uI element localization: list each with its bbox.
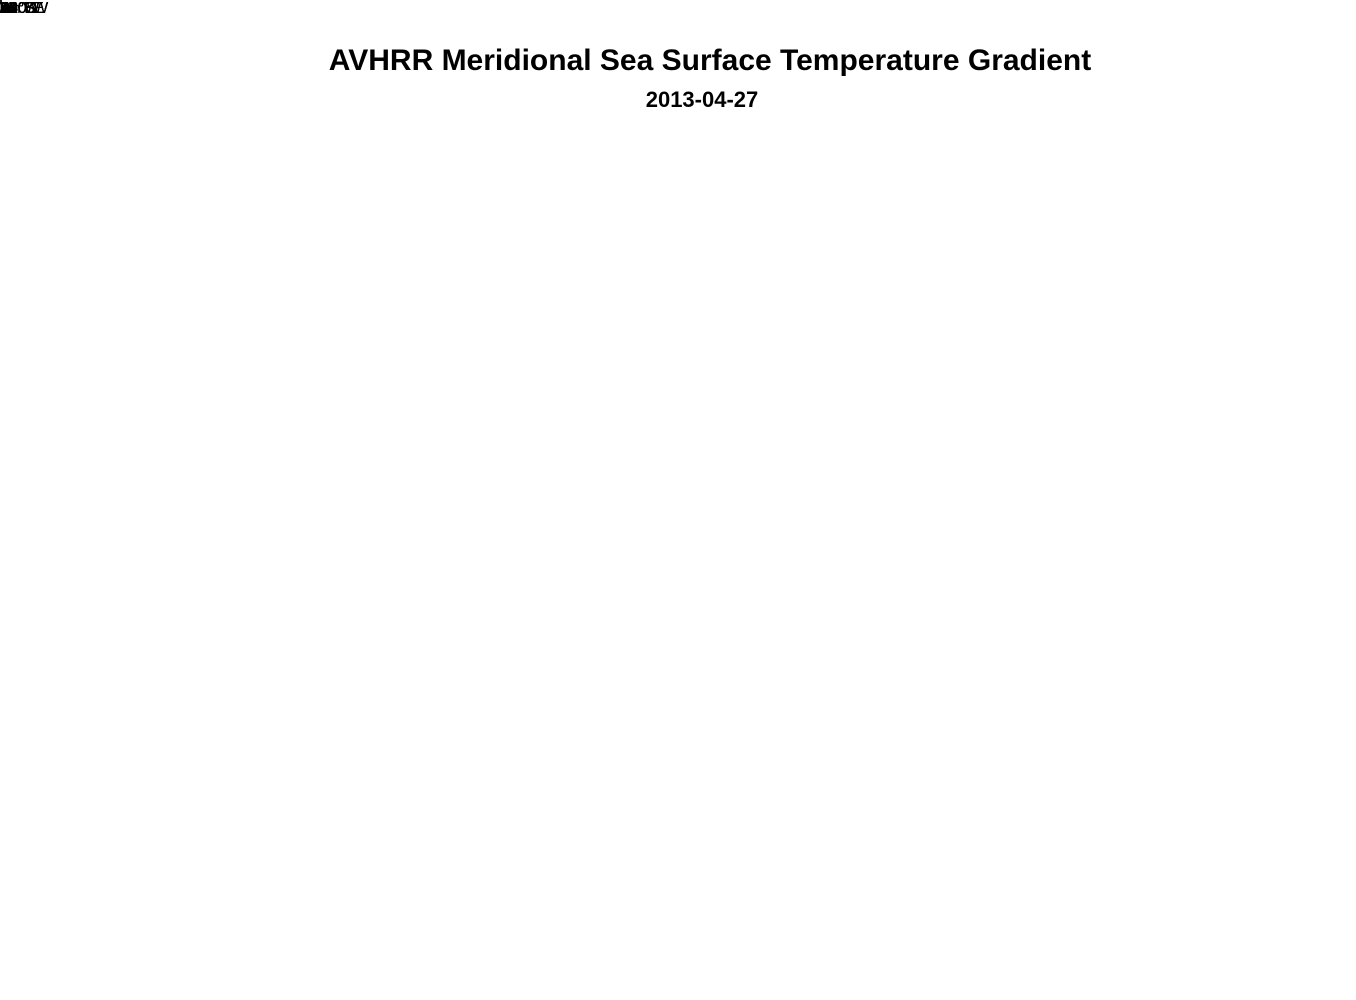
- latitude-label-48s: 48°S: [0, 0, 35, 17]
- meridian-label-30e: 30°E: [0, 0, 35, 17]
- colorbar-tick-label: 0.02: [0, 0, 16, 17]
- latitude-label-72s: 72°S: [0, 0, 35, 17]
- figure-subtitle: 2013-04-27: [645, 87, 759, 112]
- meridian-label-120e: 120°E: [0, 0, 44, 17]
- figure-title: AVHRR Meridional Sea Surface Temperature…: [328, 44, 1092, 77]
- meridian-label-120w: 120°W: [0, 0, 49, 17]
- meridian-label-60w: 60°W: [0, 0, 40, 17]
- latitude-label-36s: 36°S: [0, 0, 35, 17]
- colorbar-gradient: [0, 0, 2, 2]
- colorbar-unit-label: °C/km: [0, 0, 21, 17]
- latitude-label-60s: 60°S: [0, 0, 35, 17]
- meridian-label-180w: 180°W: [0, 0, 49, 17]
- colorbar-tick-label: 0: [0, 0, 4, 18]
- colorbar-tick-label: -0.02: [0, 0, 19, 17]
- meridian-label-150w: 150°W: [0, 0, 49, 17]
- meridian-label-90e: 90°E: [0, 0, 35, 17]
- meridian-label-60e: 60°E: [0, 0, 35, 17]
- meridian-label-0: 0°: [0, 0, 16, 17]
- latitude-label-84s: 84°S: [0, 0, 35, 17]
- meridian-label-30w: 30°W: [0, 0, 40, 17]
- colorbar-tick-label: 0.06: [0, 0, 16, 17]
- meridian-label-90w: 90°W: [0, 0, 40, 17]
- meridian-label-150e: 150°E: [0, 0, 44, 17]
- colorbar-tick-label: -0.06: [0, 0, 19, 17]
- colorbar-tick-label: 0.04: [0, 0, 16, 17]
- colorbar-tick-label: -0.04: [0, 0, 19, 17]
